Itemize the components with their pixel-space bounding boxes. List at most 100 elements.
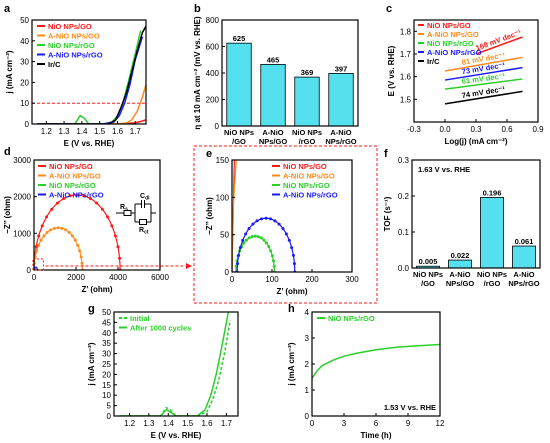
nyquist-point bbox=[42, 234, 46, 238]
series-line bbox=[475, 36, 523, 55]
y-tick-label: 800 bbox=[206, 16, 220, 25]
y-tick-label: 20 bbox=[102, 370, 111, 379]
nyquist-point bbox=[236, 262, 240, 266]
nyquist-point bbox=[271, 259, 275, 263]
nyquist-point bbox=[88, 197, 92, 201]
legend-label: A-NiO NPs/GO bbox=[48, 32, 100, 41]
panel-c: 168 mV dec⁻¹81 mV dec⁻¹61 mV dec⁻¹73 mV … bbox=[386, 3, 544, 146]
nyquist-point bbox=[238, 246, 242, 250]
x-tick-label: 2000 bbox=[67, 273, 85, 282]
y-axis-label: E (V vs. RHE) bbox=[387, 45, 396, 96]
y-tick-label: 40 bbox=[102, 329, 111, 338]
y-tick-label: 10 bbox=[102, 391, 111, 400]
nyquist-point bbox=[269, 249, 273, 253]
y-tick-label: 40 bbox=[20, 37, 29, 46]
nyquist-point bbox=[113, 234, 117, 238]
x-tick-label: 0.6 bbox=[501, 125, 513, 134]
y-tick-label: 3000 bbox=[13, 156, 31, 165]
bar-value-label: 0.061 bbox=[515, 237, 534, 246]
series-line bbox=[37, 84, 146, 124]
y-tick-label: 1.7 bbox=[400, 50, 412, 59]
nyquist-point bbox=[264, 241, 268, 245]
y-tick-label: 200 bbox=[206, 96, 220, 105]
zoom-box bbox=[193, 145, 378, 304]
nyquist-point bbox=[269, 217, 273, 221]
y-axis-label: j (mA cm⁻²) bbox=[287, 342, 296, 386]
subscript: ct bbox=[144, 230, 149, 236]
nyquist-point bbox=[37, 234, 41, 238]
nyquist-point bbox=[70, 234, 74, 238]
nyquist-point bbox=[242, 241, 246, 245]
nyquist-point bbox=[60, 226, 64, 230]
bar-value-label: 465 bbox=[267, 55, 280, 64]
y-tick-label: 2 bbox=[305, 360, 310, 369]
nyquist-point bbox=[82, 194, 86, 198]
condition-annotation: 1.63 V vs. RHE bbox=[418, 165, 470, 174]
nyquist-point bbox=[244, 238, 248, 242]
x-tick-label: 1.7 bbox=[130, 127, 142, 136]
x-tick-label: 0.3 bbox=[470, 125, 482, 134]
nyquist-point bbox=[40, 224, 44, 228]
legend-label: Ir/C bbox=[48, 60, 61, 69]
nyquist-point bbox=[290, 246, 294, 250]
nyquist-point bbox=[80, 261, 84, 265]
category-label: /GO bbox=[421, 279, 435, 288]
x-tick-label: 1.2 bbox=[41, 127, 53, 136]
category-label: /GO bbox=[232, 137, 246, 146]
nyquist-point bbox=[277, 222, 281, 226]
y-tick-label: 0.0 bbox=[398, 264, 410, 273]
nyquist-point bbox=[76, 243, 80, 247]
bar bbox=[328, 72, 354, 127]
bar bbox=[294, 76, 320, 127]
nyquist-point bbox=[250, 235, 254, 239]
legend-label: NiO NPs/rGO bbox=[427, 39, 474, 48]
legend-label: A-NiO NPs/GO bbox=[427, 30, 479, 39]
circuit-label-rs: Rs bbox=[120, 204, 128, 213]
x-axis-label: Z’ (ohm) bbox=[81, 285, 112, 294]
nyquist-point bbox=[281, 227, 285, 231]
plot-frame bbox=[33, 159, 161, 271]
panel-label: g bbox=[88, 303, 95, 315]
y-tick-label: 1.8 bbox=[400, 27, 412, 36]
category-label: NiO NPs bbox=[292, 128, 322, 137]
series-line bbox=[444, 56, 523, 72]
y-tick-label: 0 bbox=[215, 122, 220, 131]
nyquist-point bbox=[267, 245, 271, 249]
category-label: /rGO bbox=[299, 137, 316, 146]
x-tick-label: 0 bbox=[32, 273, 37, 282]
nyquist-point bbox=[105, 215, 109, 219]
bar bbox=[226, 42, 252, 127]
legend-label: NiO NPs/rGO bbox=[328, 314, 375, 323]
nyquist-point bbox=[251, 222, 255, 226]
x-axis-label: Time (h) bbox=[361, 431, 392, 440]
y-tick-label: 0.3 bbox=[398, 156, 410, 165]
legend-label: Ir/C bbox=[427, 57, 440, 66]
x-tick-label: 6000 bbox=[151, 273, 169, 282]
x-tick-label: 200 bbox=[305, 275, 319, 284]
bar bbox=[260, 63, 286, 127]
nyquist-point bbox=[52, 226, 56, 230]
nyquist-point bbox=[68, 194, 72, 198]
y-axis-label: −Z’’ (ohm) bbox=[205, 197, 214, 235]
category-label: NPs/rGO bbox=[325, 137, 356, 146]
x-axis-label: Z’ (ohm) bbox=[276, 287, 307, 296]
x-tick-label: 6 bbox=[374, 419, 379, 428]
y-tick-label: 1.6 bbox=[400, 73, 412, 82]
nyquist-point bbox=[45, 230, 49, 234]
x-axis-label: E (V vs. RHE) bbox=[151, 431, 202, 440]
series-line bbox=[444, 78, 523, 90]
nyquist-point bbox=[237, 253, 241, 257]
nyquist-point bbox=[272, 264, 276, 268]
series-line bbox=[444, 66, 523, 81]
x-tick-label: 0 bbox=[310, 419, 315, 428]
nyquist-point bbox=[67, 230, 71, 234]
nyquist-point bbox=[255, 219, 259, 223]
category-label: NPs/rGO bbox=[508, 279, 539, 288]
nyquist-point bbox=[259, 217, 263, 221]
legend-label: A-NiO NPs/rGO bbox=[48, 51, 103, 60]
y-tick-label: 15 bbox=[102, 381, 111, 390]
y-tick-label: 0 bbox=[305, 412, 310, 421]
